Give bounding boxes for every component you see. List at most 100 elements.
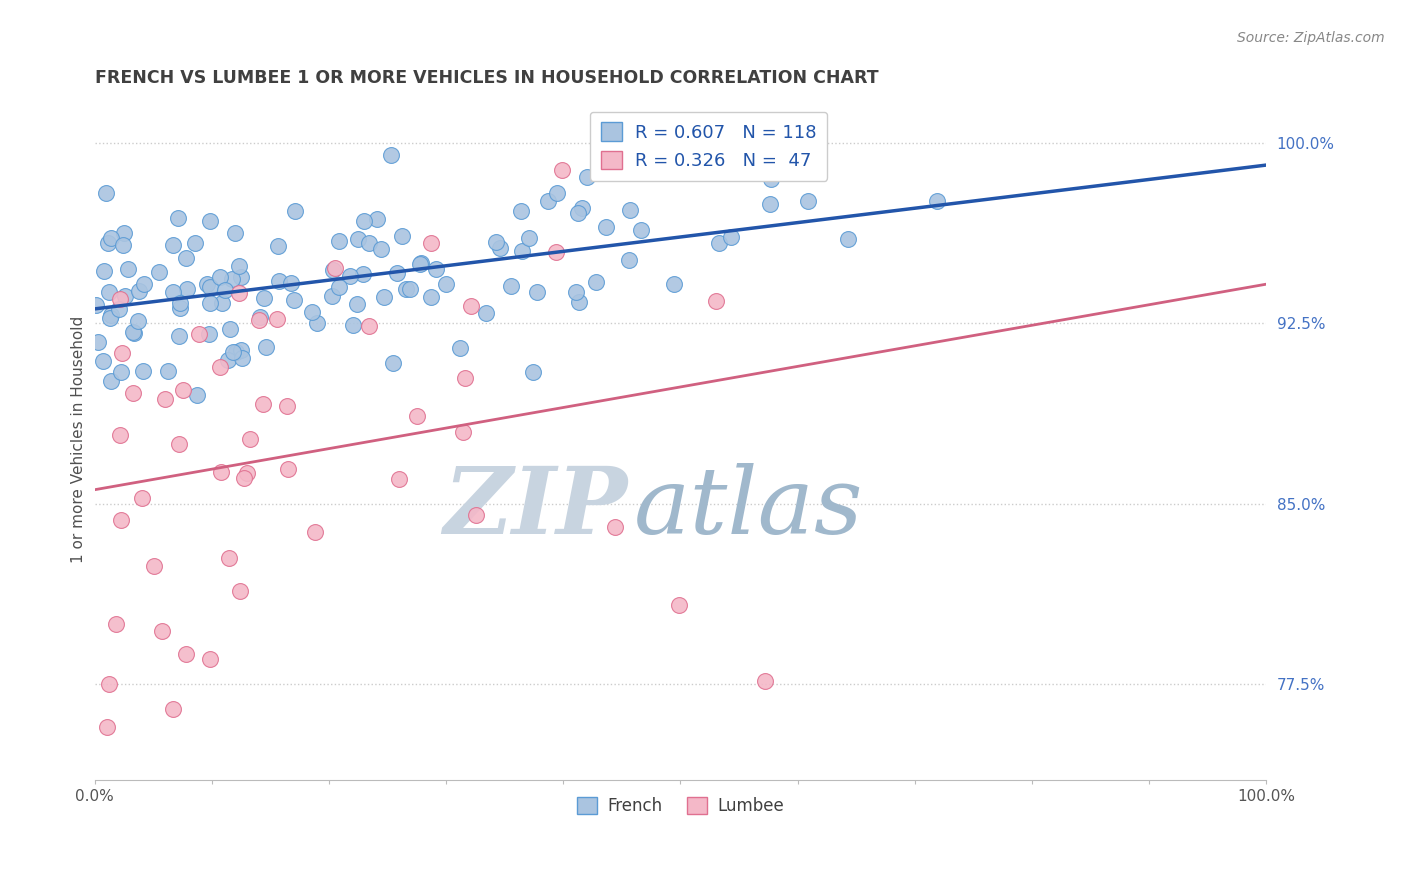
Point [233,471,256,485]
Point [239,433,262,447]
Point [797,194,820,209]
Point [454,371,477,385]
Point [236,467,259,481]
Point [209,360,232,375]
Point [707,235,730,250]
Point [571,201,593,215]
Point [186,387,208,401]
Point [218,551,240,566]
Text: Source: ZipAtlas.com: Source: ZipAtlas.com [1237,31,1385,45]
Text: atlas: atlas [634,463,863,553]
Point [200,214,222,228]
Point [266,312,288,326]
Point [110,513,132,527]
Point [117,261,139,276]
Point [352,267,374,281]
Point [366,212,388,227]
Point [208,269,231,284]
Point [211,295,233,310]
Y-axis label: 1 or more Vehicles in Household: 1 or more Vehicles in Household [72,316,86,564]
Point [409,257,432,271]
Point [339,269,361,284]
Point [509,204,531,219]
Point [280,277,302,291]
Point [112,238,135,252]
Point [567,206,589,220]
Point [98,285,121,299]
Point [322,262,344,277]
Point [98,310,121,325]
Point [225,345,247,359]
Point [267,238,290,252]
Point [98,677,121,691]
Point [96,720,118,734]
Point [619,252,641,267]
Point [228,285,250,300]
Point [132,364,155,378]
Point [267,274,290,288]
Point [754,673,776,688]
Point [434,277,457,292]
Point [465,508,488,522]
Point [346,297,368,311]
Point [662,277,685,291]
Point [388,472,411,486]
Point [172,383,194,397]
Point [169,301,191,316]
Point [449,341,471,355]
Point [100,230,122,244]
Point [110,428,132,442]
Point [198,652,221,666]
Point [121,326,143,340]
Point [323,261,346,276]
Point [451,425,474,439]
Point [546,186,568,201]
Point [176,282,198,296]
Point [595,220,617,235]
Point [704,293,727,308]
Point [385,267,408,281]
Point [510,244,533,258]
Point [195,277,218,291]
Point [301,305,323,319]
Point [209,465,232,479]
Point [108,302,131,317]
Point [254,340,277,354]
Point [131,491,153,506]
Point [127,314,149,328]
Point [198,279,221,293]
Point [162,702,184,716]
Point [720,230,742,244]
Point [87,334,110,349]
Point [668,598,690,612]
Point [176,251,198,265]
Point [526,285,548,300]
Point [143,558,166,573]
Point [110,292,132,306]
Point [328,235,350,249]
Point [104,616,127,631]
Point [253,291,276,305]
Point [485,235,508,249]
Point [567,294,589,309]
Point [575,170,598,185]
Point [183,236,205,251]
Point [176,647,198,661]
Point [425,261,447,276]
Point [359,319,381,334]
Point [307,316,329,330]
Point [420,290,443,304]
Point [522,365,544,379]
Point [347,232,370,246]
Point [96,186,118,200]
Point [550,162,572,177]
Point [155,392,177,407]
Point [122,326,145,341]
Point [252,397,274,411]
Point [134,277,156,292]
Point [110,365,132,379]
Point [150,624,173,638]
Point [409,256,432,270]
Point [381,355,404,369]
Point [537,194,560,208]
